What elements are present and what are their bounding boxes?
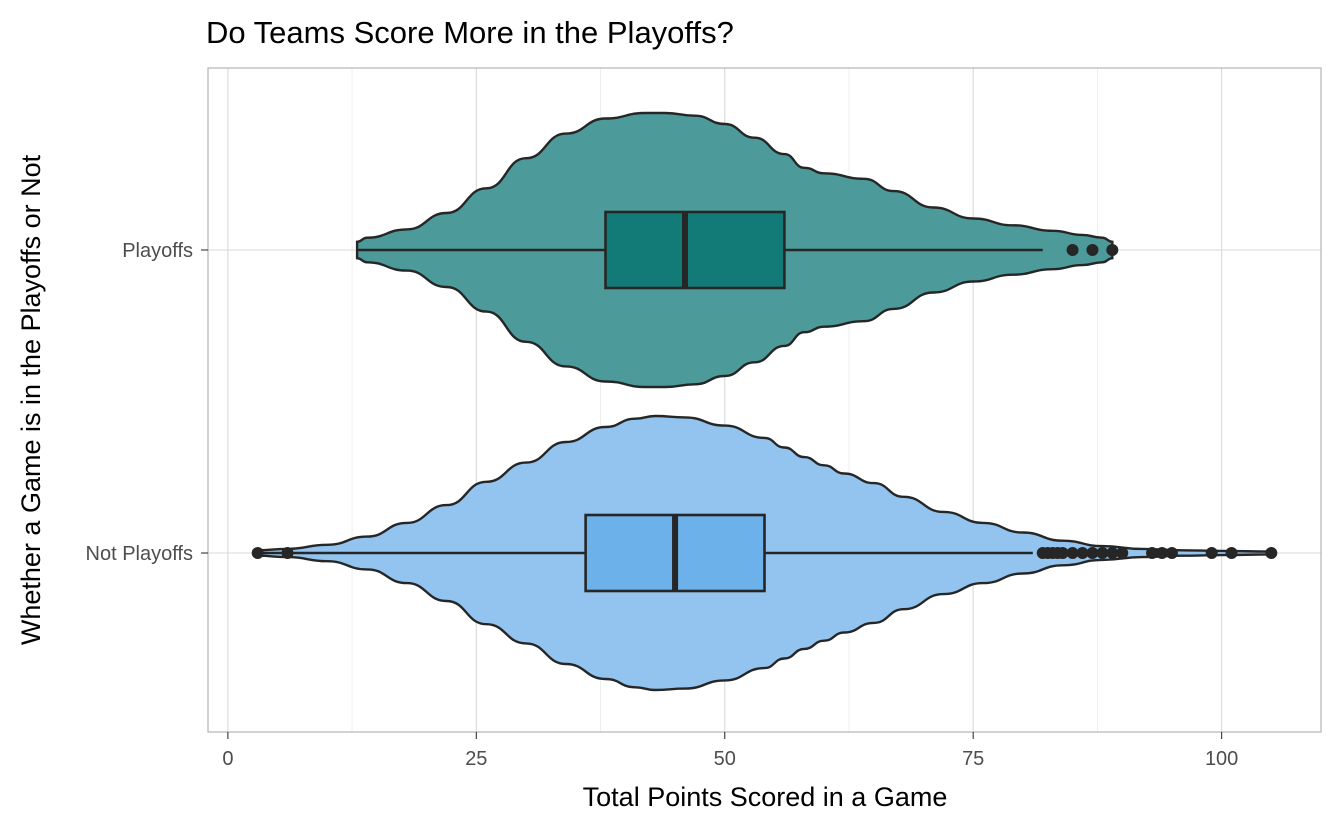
x-axis: 0 25 50 75 100 <box>222 732 1238 770</box>
outlier-point-not-playoffs <box>1106 547 1119 559</box>
outlier-point-not-playoffs <box>1096 547 1109 559</box>
x-tick-label: 0 <box>222 748 233 770</box>
outlier-point-not-playoffs <box>1225 547 1238 559</box>
outlier-point-not-playoffs <box>1205 547 1218 559</box>
outlier-point-not-playoffs <box>251 547 264 559</box>
x-axis-title: Total Points Scored in a Game <box>583 782 948 812</box>
boxplot-layer <box>257 210 1043 593</box>
outlier-point-not-playoffs <box>1156 547 1168 559</box>
outlier-point-not-playoffs <box>1265 547 1278 559</box>
y-axis-title: Whether a Game is in the Playoffs or Not <box>16 154 46 645</box>
y-tick-label: Not Playoffs <box>86 543 193 565</box>
outlier-point-playoffs <box>1106 244 1119 256</box>
outlier-point-not-playoffs <box>1146 547 1159 559</box>
x-tick-label: 25 <box>465 748 487 770</box>
outlier-point-playoffs <box>1086 244 1099 256</box>
y-axis: Not Playoffs Playoffs <box>86 240 208 565</box>
outlier-point-not-playoffs <box>1086 547 1099 559</box>
outlier-layer <box>251 244 1278 559</box>
outlier-point-not-playoffs <box>1165 547 1178 559</box>
outlier-point-not-playoffs <box>1116 547 1129 559</box>
x-tick-label: 100 <box>1205 748 1238 770</box>
panel <box>207 67 1322 733</box>
panel-border <box>207 67 1322 733</box>
outlier-point-not-playoffs <box>1056 547 1069 559</box>
outlier-point-not-playoffs <box>1066 547 1079 559</box>
y-tick-label: Playoffs <box>122 240 193 262</box>
chart-title: Do Teams Score More in the Playoffs? <box>206 15 734 50</box>
outlier-point-not-playoffs <box>281 547 294 559</box>
x-tick-label: 75 <box>962 748 984 770</box>
outlier-point-playoffs <box>1066 244 1079 256</box>
outlier-point-not-playoffs <box>1076 547 1089 559</box>
box-playoffs <box>604 210 786 290</box>
x-tick-label: 50 <box>714 748 736 770</box>
